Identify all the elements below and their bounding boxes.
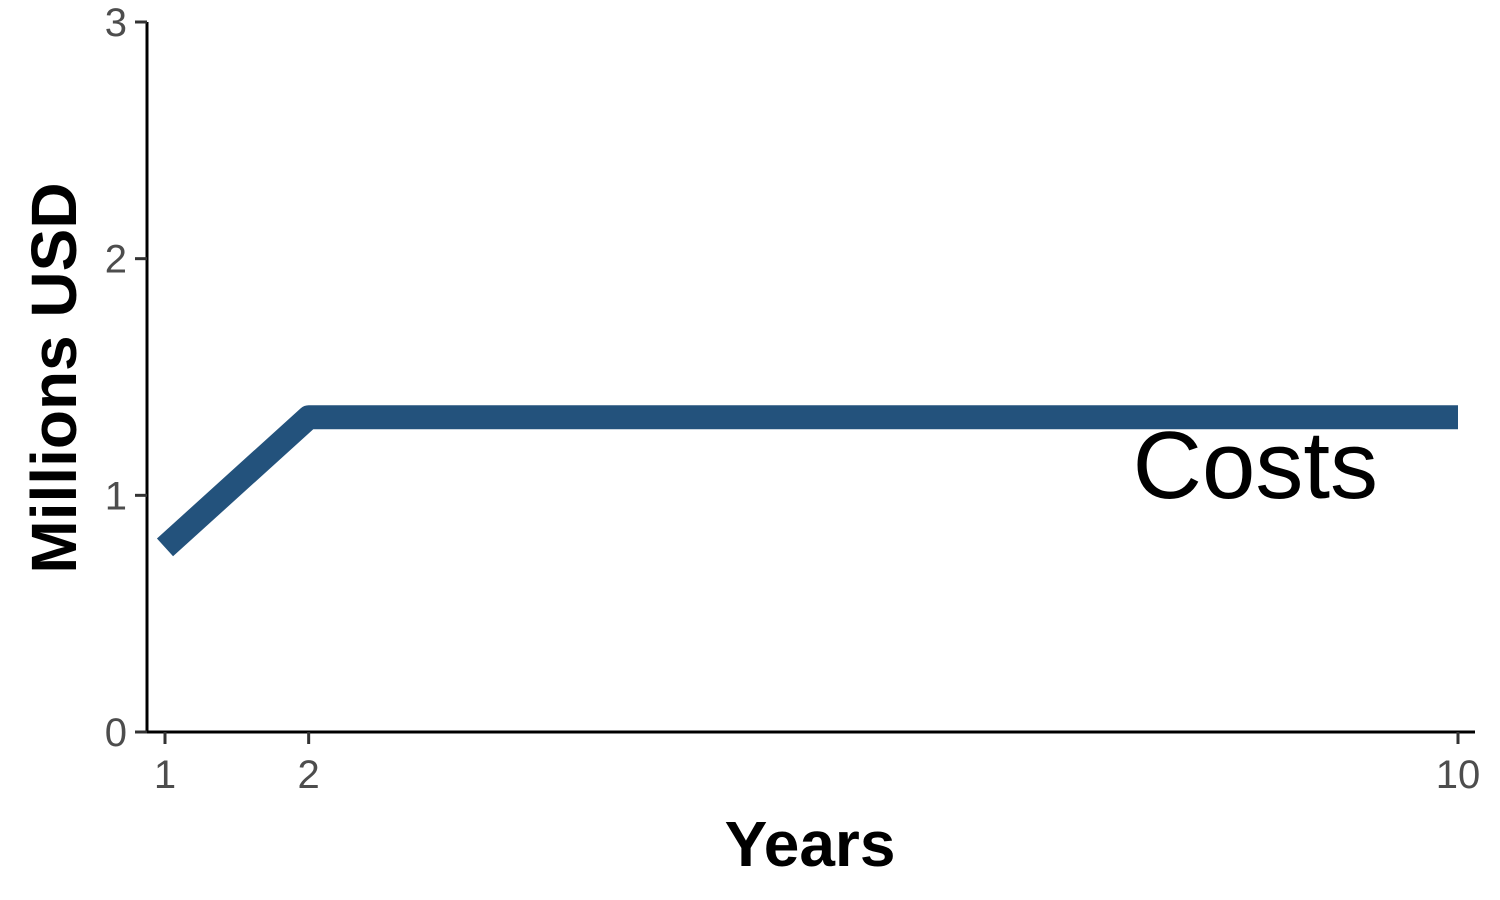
- x-tick-label: 1: [154, 753, 176, 797]
- series-group: Costs: [156, 405, 1458, 557]
- x-tick-label: 2: [298, 753, 320, 797]
- y-tick-label: 0: [105, 711, 127, 755]
- y-axis-title: Millions USD: [18, 182, 90, 573]
- x-tick-label: 10: [1436, 753, 1481, 797]
- y-ticks: 0 1 2 3: [105, 1, 147, 755]
- series-label-costs: Costs: [1133, 412, 1378, 519]
- series-line-costs: [156, 405, 1458, 557]
- y-tick-label: 3: [105, 1, 127, 45]
- y-tick-label: 1: [105, 474, 127, 518]
- x-axis-title: Years: [725, 808, 896, 880]
- x-ticks: 1 2 10: [154, 732, 1480, 797]
- y-tick-label: 2: [105, 238, 127, 282]
